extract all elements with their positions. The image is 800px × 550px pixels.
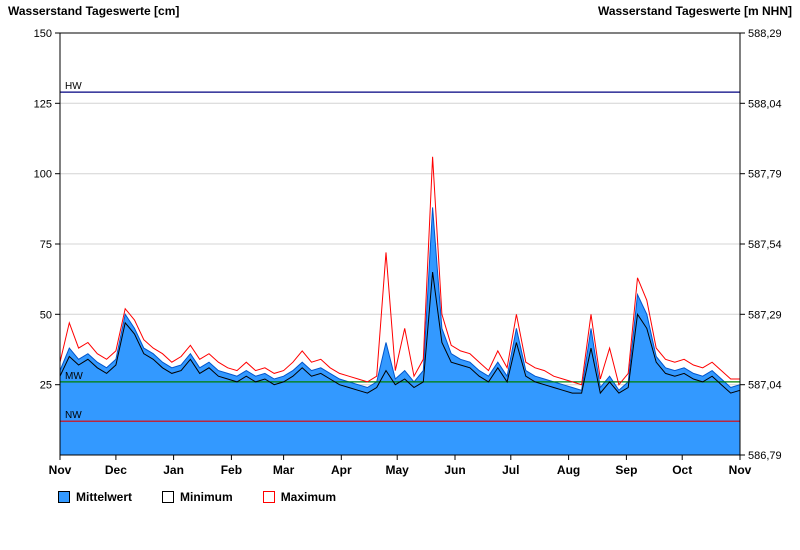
svg-text:50: 50 [40,309,52,321]
svg-text:125: 125 [34,98,52,110]
refline-label-nw: NW [65,410,82,421]
svg-text:Jul: Jul [502,463,519,477]
svg-text:May: May [386,463,410,477]
svg-text:587,79: 587,79 [748,169,782,181]
svg-text:150: 150 [34,28,52,40]
x-axis-ticks: Nov Dec Jan Feb Mar Apr May Jun Jul Aug Sep Oct Nov [49,455,752,477]
svg-text:587,29: 587,29 [748,309,782,321]
right-axis-title: Wasserstand Tageswerte [m NHN] [597,4,792,18]
left-axis-ticks: 25 50 75 100 125 150 [34,28,60,392]
svg-text:Nov: Nov [729,463,752,477]
svg-text:Aug: Aug [557,463,580,477]
mittelwert-swatch-icon [58,491,70,503]
refline-label-mw: MW [65,371,83,382]
svg-text:Sep: Sep [615,463,637,477]
svg-text:75: 75 [40,239,52,251]
legend: Mittelwert Minimum Maximum [58,490,336,504]
legend-label-maximum: Maximum [280,490,337,504]
legend-item-maximum: Maximum [262,490,337,504]
svg-text:586,79: 586,79 [748,450,782,462]
svg-text:587,54: 587,54 [748,239,782,251]
left-axis-title: Wasserstand Tageswerte [cm] [8,4,180,18]
series-minimum-line [59,272,741,395]
legend-item-mittelwert: Mittelwert [58,490,132,504]
svg-text:25: 25 [40,380,52,392]
svg-text:100: 100 [34,169,52,181]
svg-text:Mar: Mar [273,463,295,477]
svg-text:Dec: Dec [105,463,127,477]
series-mittelwert-area [59,207,741,456]
minimum-swatch-icon [162,491,175,503]
svg-text:Jun: Jun [444,463,465,477]
refline-label-hw: HW [65,81,82,92]
svg-text:588,04: 588,04 [748,98,782,110]
maximum-swatch-icon [262,491,275,503]
svg-text:Nov: Nov [49,463,72,477]
legend-item-minimum: Minimum [162,490,233,504]
legend-label-minimum: Minimum [180,490,233,504]
svg-text:588,29: 588,29 [748,28,782,40]
svg-text:Oct: Oct [672,463,692,477]
svg-text:Jan: Jan [163,463,184,477]
svg-text:Apr: Apr [331,463,352,477]
svg-text:Feb: Feb [221,463,242,477]
svg-text:587,04: 587,04 [748,380,782,392]
series-maximum-line [59,156,740,386]
legend-label-mittelwert: Mittelwert [76,490,133,504]
right-axis-ticks: 586,79 587,04 587,29 587,54 587,79 588,04 588,… [740,28,782,462]
